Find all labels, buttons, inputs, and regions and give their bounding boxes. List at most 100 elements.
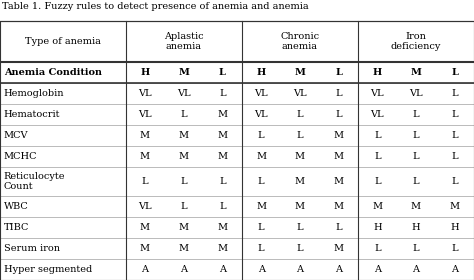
Text: A: A [296,265,303,274]
Text: M: M [179,152,189,161]
Text: L: L [258,244,264,253]
Text: M: M [217,152,228,161]
Text: M: M [333,202,344,211]
Text: A: A [335,265,342,274]
Text: Type of anemia: Type of anemia [25,37,101,46]
Text: M: M [449,202,460,211]
Text: L: L [413,244,419,253]
Text: M: M [140,244,150,253]
Text: VL: VL [370,110,384,119]
Text: L: L [451,177,458,186]
Text: L: L [451,131,458,140]
Text: L: L [219,68,226,77]
Text: L: L [258,177,264,186]
Text: L: L [451,89,458,98]
Text: L: L [374,244,381,253]
Text: Hematocrit: Hematocrit [4,110,60,119]
Text: M: M [140,152,150,161]
Text: M: M [294,68,305,77]
Text: L: L [297,244,303,253]
Text: A: A [412,265,419,274]
Text: M: M [217,244,228,253]
Text: L: L [181,177,187,186]
Text: M: M [217,110,228,119]
Text: Anemia Condition: Anemia Condition [4,68,102,77]
Text: M: M [179,131,189,140]
Text: Chronic
anemia: Chronic anemia [280,32,319,51]
Text: L: L [258,131,264,140]
Text: L: L [297,110,303,119]
Text: H: H [373,223,382,232]
Text: M: M [256,152,266,161]
Text: M: M [295,202,305,211]
Text: L: L [258,223,264,232]
Text: M: M [411,202,421,211]
Text: L: L [219,89,226,98]
Text: H: H [256,68,266,77]
Text: H: H [373,68,382,77]
Text: Iron
deficiency: Iron deficiency [391,32,441,51]
Text: H: H [450,223,459,232]
Text: A: A [257,265,264,274]
Text: MCV: MCV [4,131,28,140]
Text: M: M [410,68,421,77]
Text: L: L [413,110,419,119]
Text: VL: VL [138,89,152,98]
Text: H: H [411,223,420,232]
Text: L: L [297,223,303,232]
Text: L: L [219,202,226,211]
Text: M: M [333,177,344,186]
Text: TIBC: TIBC [4,223,29,232]
Text: M: M [256,202,266,211]
Text: VL: VL [370,89,384,98]
Text: A: A [451,265,458,274]
Text: L: L [335,89,342,98]
Text: VL: VL [254,110,268,119]
Text: L: L [451,110,458,119]
Text: M: M [295,152,305,161]
Text: L: L [374,177,381,186]
Text: L: L [335,68,342,77]
Text: L: L [451,68,458,77]
Text: L: L [181,110,187,119]
Text: VL: VL [177,89,191,98]
Text: Serum iron: Serum iron [4,244,60,253]
Text: L: L [335,223,342,232]
Text: VL: VL [138,202,152,211]
Text: A: A [141,265,148,274]
Text: L: L [374,131,381,140]
Text: M: M [372,202,383,211]
Text: M: M [140,131,150,140]
Text: L: L [413,152,419,161]
Text: M: M [333,244,344,253]
Text: L: L [374,152,381,161]
Text: L: L [335,110,342,119]
Text: Table 1. Fuzzy rules to detect presence of anemia and anemia: Table 1. Fuzzy rules to detect presence … [2,2,309,11]
Text: L: L [297,131,303,140]
Text: L: L [181,202,187,211]
Text: M: M [179,223,189,232]
Text: A: A [374,265,381,274]
Text: MCHC: MCHC [4,152,37,161]
Text: L: L [142,177,148,186]
Text: VL: VL [138,110,152,119]
Text: L: L [413,177,419,186]
Text: L: L [413,131,419,140]
Text: A: A [219,265,226,274]
Text: H: H [140,68,150,77]
Text: L: L [219,177,226,186]
Text: L: L [451,244,458,253]
Text: L: L [451,152,458,161]
Text: M: M [295,177,305,186]
Text: WBC: WBC [4,202,28,211]
Text: Hyper segmented: Hyper segmented [4,265,92,274]
Text: Reticulocyte
Count: Reticulocyte Count [4,172,65,191]
Text: M: M [140,223,150,232]
Text: M: M [333,131,344,140]
Text: Hemoglobin: Hemoglobin [4,89,64,98]
Text: M: M [217,131,228,140]
Text: A: A [180,265,187,274]
Text: VL: VL [409,89,423,98]
Text: M: M [178,68,189,77]
Text: M: M [217,223,228,232]
